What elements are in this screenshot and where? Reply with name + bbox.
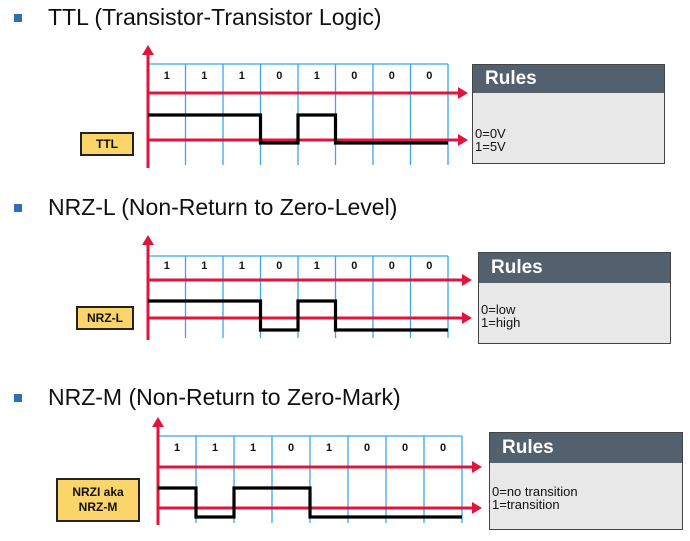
bit-label: 0 [426,260,432,272]
section-heading: NRZ-M (Non-Return to Zero-Mark) [14,384,401,411]
bit-label: 0 [351,260,357,272]
bit-label: 1 [250,442,256,454]
time-axis-arrow-icon [458,87,468,99]
bit-label: 1 [201,260,207,272]
rules-header: Rules [490,433,682,463]
section-nrz-m: NRZ-M (Non-Return to Zero-Mark) 1 1 1 0 1 0 0 0… [0,360,690,541]
rule-one: 1=high [481,315,521,330]
y-axis-arrow-icon [142,235,154,245]
bullet-icon [14,203,22,212]
section-title: TTL (Transistor-Transistor Logic) [48,4,382,30]
section-ttl: TTL (Transistor-Transistor Logic) 1 1 1 0 1 0… [0,0,690,180]
bit-label: 0 [389,260,395,272]
rule-one: 1=5V [475,139,506,154]
rules-panel: Rules 0=low 1=high [478,252,671,344]
rule-one: 1=transition [492,497,560,512]
rules-header: Rules [479,253,670,283]
time-axis-arrow-icon [472,461,482,473]
rules-body: 0=0V 1=5V [473,93,664,153]
bullet-icon [14,393,22,402]
encoding-label-text: NRZ-L [87,310,123,325]
rule-zero: 0=low [481,302,516,317]
bit-label: 1 [314,260,320,272]
section-heading: TTL (Transistor-Transistor Logic) [14,4,382,31]
encoding-label-line: NRZI aka [72,485,124,499]
signal-waveform [148,299,448,332]
rules-header: Rules [473,65,664,93]
encoding-label-line: NRZ-M [78,500,118,514]
bullet-icon [14,13,22,22]
rules-panel: Rules 0=no transition 1=transition [489,432,683,530]
signal-axis-arrow-icon [458,134,468,146]
rules-body: 0=no transition 1=transition [490,463,682,511]
bit-label: 0 [364,442,370,454]
bit-label: 0 [389,70,395,82]
signal-waveform [148,113,448,145]
bit-label: 0 [351,70,357,82]
bit-label: 1 [164,70,170,82]
rule-zero: 0=no transition [492,484,578,499]
bit-label: 0 [426,70,432,82]
bit-label: 1 [164,260,170,272]
bit-label: 1 [326,442,332,454]
rules-panel: Rules 0=0V 1=5V [472,64,665,164]
rules-body: 0=low 1=high [479,283,670,329]
section-heading: NRZ-L (Non-Return to Zero-Level) [14,194,397,221]
section-nrz-l: NRZ-L (Non-Return to Zero-Level) 1 1 1 0 1 0 0… [0,180,690,360]
encoding-label-text: TTL [96,136,118,151]
rule-zero: 0=0V [475,126,506,141]
signal-diagram: 1 1 1 0 1 0 0 0 [152,417,482,525]
bit-label: 0 [276,260,282,272]
encoding-label: NRZ-L [76,306,134,330]
bit-label: 1 [201,70,207,82]
bit-label: 1 [314,70,320,82]
bit-label: 1 [212,442,218,454]
time-axis-arrow-icon [462,274,472,286]
bit-label: 0 [288,442,294,454]
signal-diagram: 1 1 1 0 1 0 0 0 [142,45,468,168]
section-title: NRZ-L (Non-Return to Zero-Level) [48,194,398,220]
signal-axis-arrow-icon [462,312,472,324]
bit-label: 0 [402,442,408,454]
signal-waveform [158,486,462,519]
y-axis-arrow-icon [142,45,154,55]
bit-label: 1 [174,442,180,454]
bit-label: 1 [239,70,245,82]
signal-diagram: 1 1 1 0 1 0 0 0 [142,235,472,340]
encoding-label: NRZI aka NRZ-M [56,478,140,522]
bit-label: 0 [440,442,446,454]
bit-label: 0 [276,70,282,82]
y-axis-arrow-icon [152,417,164,427]
signal-axis-arrow-icon [472,502,482,514]
section-title: NRZ-M (Non-Return to Zero-Mark) [48,384,401,410]
bit-label: 1 [239,260,245,272]
encoding-label: TTL [80,132,134,156]
